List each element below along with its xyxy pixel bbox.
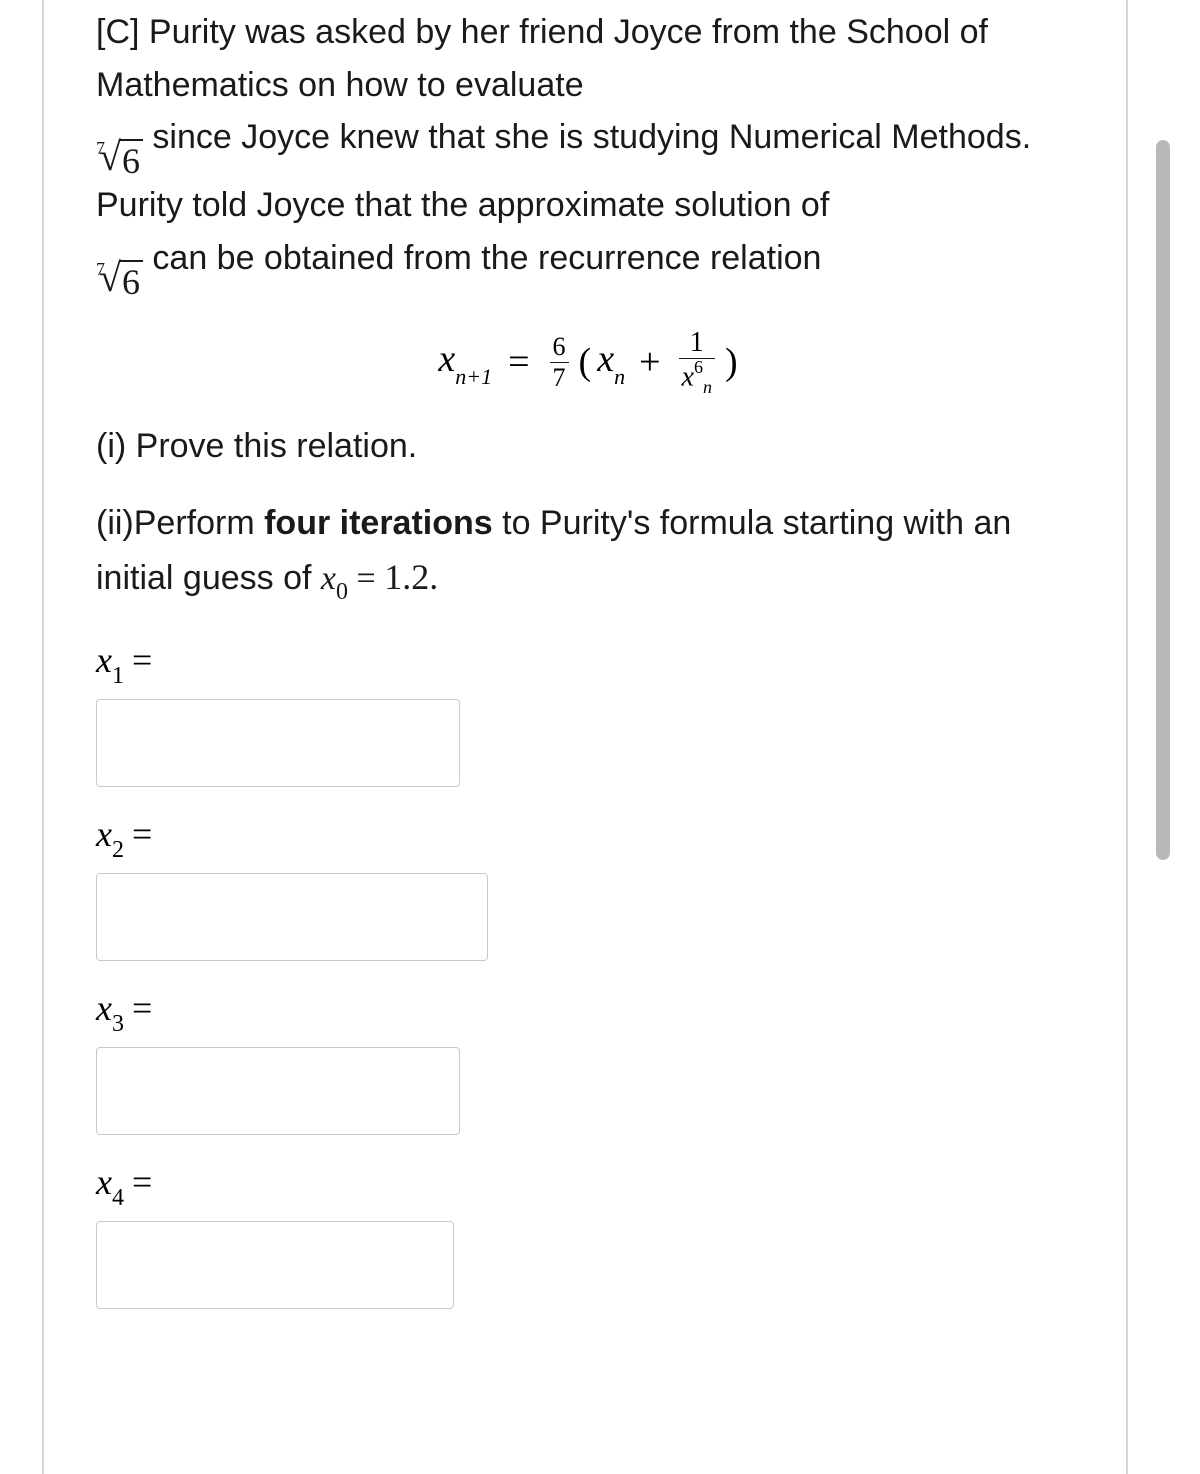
formula-frac2-den: x6n [679, 358, 715, 396]
formula-eq: = [508, 343, 529, 381]
lead-text-2: since Joyce knew that she is studying Nu… [96, 118, 1031, 224]
answer-input-x3[interactable] [96, 1047, 460, 1135]
formula-coef-den: 7 [550, 362, 569, 391]
radical-icon: √ [99, 264, 121, 292]
formula-term-var: x [597, 338, 614, 380]
x0-eq: = [348, 560, 384, 597]
question-content: [C] Purity was asked by her friend Joyce… [96, 6, 1080, 1309]
answer-label-x2: x2= [96, 813, 1080, 861]
formula-open: ( [579, 343, 592, 381]
root-expression-2: 7 √ 6 [96, 260, 143, 300]
formula-close: ) [725, 343, 738, 381]
page: [C] Purity was asked by her friend Joyce… [0, 0, 1200, 1474]
answer-label-x4: x4= [96, 1161, 1080, 1209]
answers-block: x1= x2= x3= x4= [96, 639, 1080, 1310]
root-radicand: 6 [119, 139, 143, 179]
part-ii-bold: four iterations [264, 504, 493, 542]
formula-frac2: 1 x6n [679, 328, 715, 396]
formula-term-sub: n [614, 364, 625, 389]
answer-label-x1: x1= [96, 639, 1080, 687]
answer-label-x3: x3= [96, 987, 1080, 1035]
formula-coef-frac: 6 7 [550, 333, 569, 391]
x0-val: 1.2. [384, 557, 438, 597]
x0-sub: 0 [336, 579, 348, 605]
part-ii-a: (ii)Perform [96, 504, 264, 542]
formula-coef-num: 6 [550, 333, 569, 361]
lead-text-3: can be obtained from the recurrence rela… [152, 239, 821, 277]
answer-input-x4[interactable] [96, 1221, 454, 1309]
problem-statement: [C] Purity was asked by her friend Joyce… [96, 6, 1080, 300]
part-i: (i) Prove this relation. [96, 420, 1080, 473]
formula-plus: + [639, 343, 660, 381]
recurrence-formula: xn+1 = 6 7 ( xn + 1 x6n ) [96, 328, 1080, 396]
x0-var: x [321, 560, 336, 597]
formula-lhs-sub: n+1 [455, 364, 492, 389]
answer-input-x1[interactable] [96, 699, 460, 787]
radical-icon: √ [99, 143, 121, 171]
formula-frac2-num: 1 [687, 328, 707, 358]
answer-input-x2[interactable] [96, 873, 488, 961]
formula-lhs-var: x [438, 338, 455, 380]
lead-text-1: [C] Purity was asked by her friend Joyce… [96, 13, 988, 104]
scrollbar-track[interactable] [1156, 140, 1170, 860]
part-ii: (ii)Perform four iterations to Purity's … [96, 497, 1080, 609]
root-radicand: 6 [119, 260, 143, 300]
root-expression-1: 7 √ 6 [96, 139, 143, 179]
scrollbar-thumb[interactable] [1156, 140, 1170, 860]
